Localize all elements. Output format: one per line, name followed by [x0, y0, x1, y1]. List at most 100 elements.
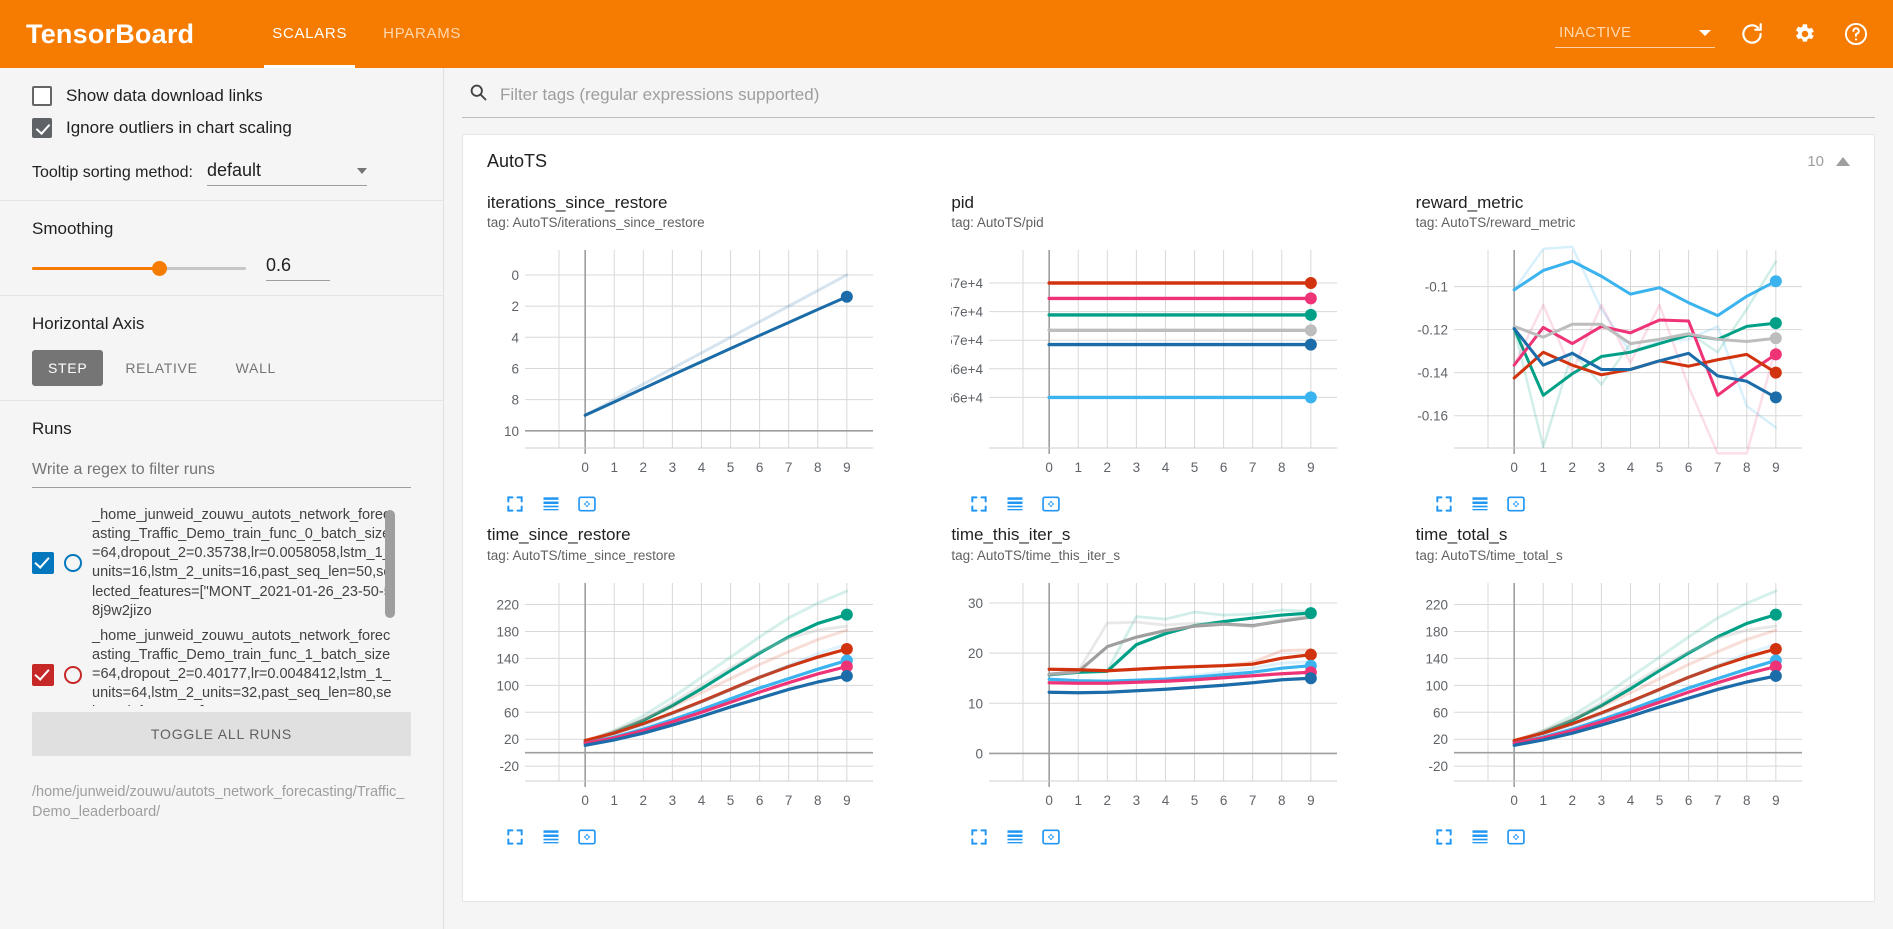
show-download-links-checkbox[interactable] — [32, 86, 52, 106]
svg-text:10: 10 — [504, 424, 519, 439]
runs-scrollbar[interactable] — [385, 510, 395, 618]
svg-text:-0.1: -0.1 — [1424, 280, 1447, 295]
fit-domain-icon[interactable] — [1506, 494, 1526, 514]
svg-text:5: 5 — [1191, 793, 1199, 808]
svg-text:4: 4 — [511, 331, 519, 346]
refresh-icon[interactable] — [1737, 19, 1767, 49]
svg-text:8: 8 — [1278, 460, 1286, 475]
svg-text:0: 0 — [1046, 793, 1054, 808]
plot-area[interactable]: 220 180 140 100 60 20 -20 0 1 2 3 4 5 6 7 8 9 — [487, 573, 921, 823]
fit-domain-icon[interactable] — [1041, 494, 1061, 514]
data-series-icon[interactable] — [1005, 494, 1025, 514]
svg-text:1: 1 — [610, 793, 618, 808]
svg-text:2: 2 — [1568, 793, 1576, 808]
fit-domain-icon[interactable] — [1506, 827, 1526, 847]
chevron-down-icon — [356, 167, 367, 174]
runs-filter-input[interactable] — [32, 455, 411, 488]
svg-text:6: 6 — [511, 362, 519, 377]
fit-domain-icon[interactable] — [1041, 827, 1061, 847]
smoothing-value-input[interactable]: 0.6 — [266, 255, 330, 281]
svg-text:8: 8 — [1278, 793, 1286, 808]
plot-area[interactable]: 0 2 4 6 8 10 0 1 2 3 4 5 6 7 8 9 — [487, 240, 921, 490]
ignore-outliers-row[interactable]: Ignore outliers in chart scaling — [32, 118, 411, 138]
expand-icon[interactable] — [505, 494, 525, 514]
chart-panel-reward-metric: reward_metric tag: AutoTS/reward_metric -0… — [1406, 186, 1860, 514]
tag-filter-input[interactable] — [498, 83, 1869, 106]
nav-tabs: SCALARS HPARAMS — [254, 0, 479, 68]
search-icon — [468, 82, 488, 107]
tag-group-header[interactable]: AutoTS 10 — [463, 135, 1874, 182]
fit-domain-icon[interactable] — [577, 827, 597, 847]
chart-toolbar — [487, 823, 921, 847]
gear-icon[interactable] — [1789, 19, 1819, 49]
run-checkbox[interactable] — [32, 552, 54, 575]
expand-icon[interactable] — [505, 827, 525, 847]
chart-panel-time-this-iter-s: time_this_iter_s tag: AutoTS/time_this_it… — [941, 518, 1395, 846]
plot-area[interactable]: 220 180 140 100 60 20 -20 0 1 2 3 4 5 6 7 8 9 — [1416, 573, 1850, 823]
axis-wall-button[interactable]: WALL — [235, 360, 277, 376]
svg-text:2.467e+4: 2.467e+4 — [951, 305, 983, 320]
svg-text:7: 7 — [1714, 460, 1722, 475]
data-series-icon[interactable] — [1005, 827, 1025, 847]
tab-scalars[interactable]: SCALARS — [254, 0, 365, 68]
tooltip-sorting-select[interactable]: default — [206, 160, 367, 186]
axis-step-button[interactable]: STEP — [32, 350, 104, 386]
plot-area[interactable]: 2.467e+4 2.467e+4 2.467e+4 2.466e+4 2.466e+4… — [951, 240, 1385, 490]
chart-tag: tag: AutoTS/time_this_iter_s — [951, 547, 1121, 563]
run-list-item[interactable]: _home_junweid_zouwu_autots_network_forec… — [32, 506, 411, 621]
svg-text:3: 3 — [1597, 793, 1605, 808]
reload-mode-select[interactable]: INACTIVE — [1555, 20, 1715, 48]
svg-text:4: 4 — [698, 460, 706, 475]
svg-text:6: 6 — [1685, 460, 1693, 475]
svg-text:3: 3 — [1597, 460, 1605, 475]
chart-panel-iterations-since-restore: iterations_since_restore tag: AutoTS/iter… — [477, 186, 931, 514]
svg-text:8: 8 — [511, 393, 519, 408]
smoothing-label: Smoothing — [32, 219, 114, 238]
data-series-icon[interactable] — [1470, 827, 1490, 847]
chart-toolbar — [951, 823, 1385, 847]
plot-area[interactable]: 30 20 10 0 0 1 2 3 4 5 6 7 8 9 — [951, 573, 1385, 823]
fit-domain-icon[interactable] — [577, 494, 597, 514]
svg-text:9: 9 — [1307, 460, 1315, 475]
plot-area[interactable]: -0.1 -0.12 -0.14 -0.16 0 1 2 3 4 5 6 7 8 9 — [1416, 240, 1850, 490]
svg-text:3: 3 — [1133, 460, 1141, 475]
expand-icon[interactable] — [969, 827, 989, 847]
smoothing-slider[interactable] — [32, 258, 246, 278]
svg-text:9: 9 — [843, 460, 851, 475]
svg-text:0: 0 — [1510, 793, 1518, 808]
svg-text:4: 4 — [1626, 460, 1634, 475]
svg-text:100: 100 — [1425, 678, 1448, 693]
run-name-label: _home_junweid_zouwu_autots_network_forec… — [92, 507, 392, 619]
run-checkbox[interactable] — [32, 663, 54, 686]
expand-icon[interactable] — [1434, 494, 1454, 514]
svg-text:1: 1 — [1539, 460, 1547, 475]
svg-text:4: 4 — [1626, 793, 1634, 808]
expand-icon[interactable] — [1434, 827, 1454, 847]
ignore-outliers-checkbox[interactable] — [32, 118, 52, 138]
runs-list[interactable]: _home_junweid_zouwu_autots_network_forec… — [32, 506, 411, 706]
svg-text:20: 20 — [1433, 732, 1448, 747]
data-series-icon[interactable] — [1470, 494, 1490, 514]
svg-text:100: 100 — [496, 678, 519, 693]
svg-text:8: 8 — [1743, 460, 1751, 475]
help-icon[interactable] — [1841, 19, 1871, 49]
run-color-swatch[interactable] — [64, 554, 82, 573]
toggle-all-runs-button[interactable]: TOGGLE ALL RUNS — [32, 712, 411, 756]
slider-knob[interactable] — [151, 260, 167, 276]
run-list-item[interactable]: _home_junweid_zouwu_autots_network_forec… — [32, 627, 411, 706]
show-download-links-row[interactable]: Show data download links — [32, 86, 411, 106]
run-color-swatch[interactable] — [64, 665, 82, 684]
axis-relative-button[interactable]: RELATIVE — [125, 360, 198, 376]
data-series-icon[interactable] — [541, 827, 561, 847]
svg-text:-0.12: -0.12 — [1417, 323, 1448, 338]
chevron-up-icon[interactable] — [1836, 157, 1850, 166]
smoothing-section: Smoothing 0.6 — [0, 201, 443, 296]
chart-toolbar — [1416, 490, 1850, 514]
svg-text:4: 4 — [698, 793, 706, 808]
expand-icon[interactable] — [969, 494, 989, 514]
data-series-icon[interactable] — [541, 494, 561, 514]
svg-text:2: 2 — [640, 793, 648, 808]
tab-hparams[interactable]: HPARAMS — [383, 25, 462, 42]
svg-text:0: 0 — [1510, 460, 1518, 475]
svg-text:-20: -20 — [499, 759, 519, 774]
